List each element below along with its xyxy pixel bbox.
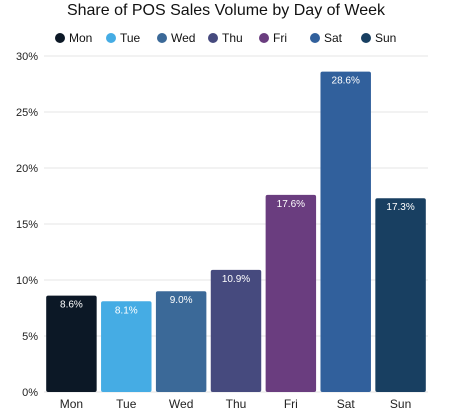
- y-tick-label: 20%: [16, 163, 38, 175]
- legend-marker: [55, 33, 65, 43]
- y-tick-label: 15%: [16, 219, 38, 231]
- x-tick-label: Thu: [226, 397, 247, 411]
- bar-sat: [320, 71, 371, 393]
- bar-sun: [375, 198, 426, 392]
- y-axis-ticks: 0% 5% 10% 15% 20% 25% 30%: [16, 51, 38, 399]
- legend-label: Wed: [171, 31, 195, 45]
- x-tick-label: Tue: [116, 397, 137, 411]
- bar-thu: [210, 269, 262, 392]
- data-label: 8.6%: [60, 300, 83, 311]
- x-tick-label: Sun: [390, 397, 411, 411]
- legend-marker: [259, 33, 269, 43]
- bar-mon: [46, 295, 97, 392]
- data-label: 8.1%: [115, 305, 138, 316]
- legend-label: Sun: [375, 31, 396, 45]
- x-axis-categories: Mon Tue Wed Thu Fri Sat Sun: [60, 397, 411, 411]
- legend-label: Mon: [69, 31, 92, 45]
- data-label: 17.3%: [386, 202, 414, 213]
- bar-tue: [101, 301, 152, 392]
- legend-label: Thu: [222, 31, 243, 45]
- bar-fri: [265, 194, 317, 392]
- data-label: 9.0%: [170, 295, 193, 306]
- legend-label: Tue: [120, 31, 141, 45]
- x-tick-label: Wed: [169, 397, 193, 411]
- y-tick-label: 0%: [22, 387, 38, 399]
- x-tick-label: Mon: [60, 397, 83, 411]
- x-tick-label: Sat: [337, 397, 356, 411]
- chart-title: Share of POS Sales Volume by Day of Week: [67, 2, 386, 19]
- y-tick-label: 30%: [16, 51, 38, 63]
- legend-label: Fri: [273, 31, 287, 45]
- legend-marker: [310, 33, 320, 43]
- legend-marker: [157, 33, 167, 43]
- data-label: 10.9%: [222, 274, 250, 285]
- x-tick-label: Fri: [284, 397, 298, 411]
- legend-marker: [208, 33, 218, 43]
- y-tick-label: 10%: [16, 275, 38, 287]
- data-label: 17.6%: [277, 199, 305, 210]
- data-labels: 8.6% 8.1% 9.0% 10.9% 17.6% 28.6% 17.3%: [60, 76, 415, 317]
- legend-label: Sat: [324, 31, 343, 45]
- bar-wed: [155, 291, 207, 392]
- legend-marker: [106, 33, 116, 43]
- data-label: 28.6%: [332, 76, 360, 87]
- bars: [46, 71, 426, 393]
- y-tick-label: 5%: [22, 331, 38, 343]
- y-tick-label: 25%: [16, 107, 38, 119]
- legend: Mon Tue Wed Thu Fri Sat Sun: [55, 31, 396, 45]
- legend-marker: [361, 33, 371, 43]
